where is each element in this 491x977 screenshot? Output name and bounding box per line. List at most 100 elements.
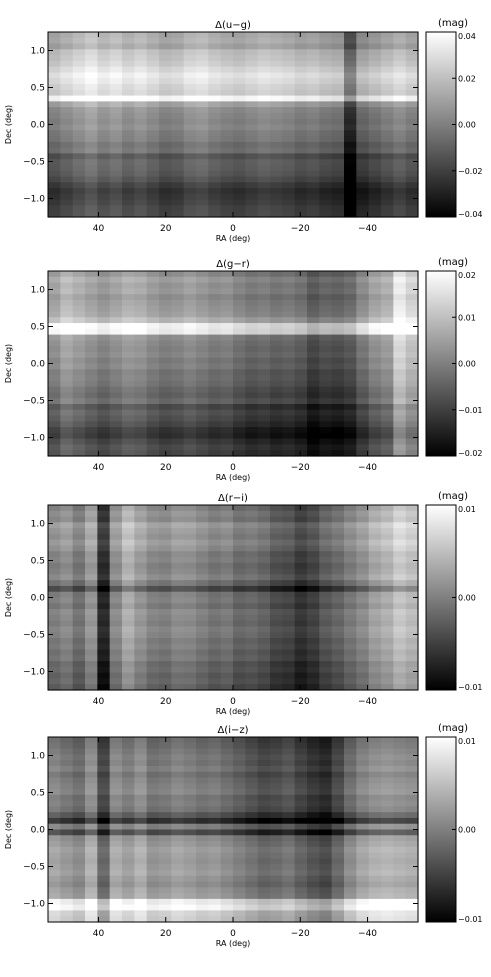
- heatmap-cell: [393, 363, 407, 370]
- heatmap-cell: [381, 533, 394, 541]
- heatmap-cell: [183, 893, 197, 900]
- heatmap-cell: [294, 841, 308, 848]
- heatmap-cell: [245, 568, 259, 575]
- heatmap-cell: [97, 164, 111, 172]
- heatmap-cell: [368, 84, 382, 91]
- heatmap-cell: [270, 557, 283, 564]
- heatmap-cell: [331, 637, 345, 645]
- heatmap-cell: [196, 881, 209, 888]
- heatmap-cell: [344, 655, 357, 662]
- heatmap-cell: [60, 340, 74, 347]
- heatmap-cell: [183, 282, 197, 289]
- heatmap-cell: [381, 84, 394, 91]
- heatmap-cell: [331, 107, 345, 114]
- heatmap-cell: [233, 60, 246, 68]
- heatmap-cell: [344, 351, 357, 359]
- heatmap-cell: [282, 505, 296, 512]
- heatmap-cell: [171, 193, 185, 201]
- heatmap-cell: [245, 95, 259, 102]
- heatmap-cell: [405, 450, 419, 457]
- heatmap-cell: [72, 432, 86, 440]
- heatmap-cell: [294, 89, 308, 97]
- heatmap-cell: [319, 95, 333, 102]
- heatmap-cell: [48, 643, 61, 651]
- heatmap-cell: [48, 323, 61, 330]
- heatmap-cell: [405, 898, 419, 906]
- heatmap-cell: [196, 562, 209, 570]
- heatmap-cell: [307, 369, 320, 376]
- heatmap-cell: [307, 852, 320, 860]
- heatmap-cell: [356, 864, 370, 871]
- y-tick-label: −0.5: [23, 631, 45, 641]
- heatmap-cell: [245, 603, 259, 610]
- heatmap-cell: [97, 881, 111, 888]
- heatmap-cell: [356, 794, 370, 802]
- heatmap-cell: [146, 363, 160, 370]
- heatmap-cell: [257, 199, 271, 207]
- heatmap-cell: [233, 386, 246, 394]
- heatmap-cell: [294, 334, 308, 341]
- heatmap-cell: [196, 130, 209, 137]
- heatmap-cell: [331, 351, 345, 359]
- heatmap-cell: [48, 188, 61, 195]
- heatmap-cell: [220, 609, 234, 616]
- heatmap-cell: [393, 317, 407, 324]
- heatmap-cell: [282, 55, 296, 62]
- heatmap-cell: [405, 539, 419, 547]
- heatmap-cell: [60, 528, 74, 535]
- heatmap-cell: [146, 188, 160, 195]
- colorbar: [425, 736, 457, 923]
- heatmap-cell: [159, 37, 172, 45]
- heatmap-cell: [307, 421, 320, 428]
- heatmap-cell: [134, 661, 148, 668]
- heatmap-cell: [183, 812, 197, 819]
- heatmap-cell: [122, 78, 135, 85]
- heatmap-cell: [270, 438, 283, 446]
- heatmap-cell: [208, 282, 222, 289]
- heatmap-cell: [72, 276, 86, 284]
- heatmap-cell: [85, 678, 98, 685]
- heatmap-cell: [134, 101, 148, 108]
- x-tick-label: 0: [230, 697, 236, 707]
- heatmap-cell: [146, 858, 160, 865]
- heatmap-cell: [245, 557, 259, 564]
- heatmap-cell: [307, 568, 320, 575]
- heatmap-cell: [257, 211, 271, 218]
- heatmap-cell: [85, 199, 98, 207]
- heatmap-cell: [282, 164, 296, 172]
- x-tick-label: −40: [358, 929, 377, 939]
- heatmap-cell: [109, 661, 123, 668]
- heatmap-cell: [245, 340, 259, 347]
- heatmap-cell: [97, 858, 111, 865]
- heatmap-cell: [405, 666, 419, 674]
- heatmap-cell: [270, 522, 283, 529]
- heatmap-cell: [331, 276, 345, 284]
- heatmap-cell: [97, 557, 111, 564]
- heatmap-cell: [356, 545, 370, 552]
- heatmap-cell: [393, 858, 407, 865]
- heatmap-cell: [282, 107, 296, 114]
- heatmap-cell: [356, 328, 370, 336]
- heatmap-cell: [122, 380, 135, 388]
- y-tick-label: 1.0: [31, 520, 46, 530]
- heatmap-cell: [319, 101, 333, 108]
- heatmap-cell: [183, 438, 197, 446]
- heatmap-cell: [233, 193, 246, 201]
- heatmap-cell: [122, 522, 135, 529]
- heatmap-cell: [356, 357, 370, 365]
- heatmap-cell: [257, 591, 271, 599]
- heatmap-cell: [60, 812, 74, 819]
- heatmap-cell: [257, 66, 271, 74]
- heatmap-cell: [319, 864, 333, 871]
- heatmap-cell: [109, 655, 123, 662]
- heatmap-cell: [208, 147, 222, 155]
- heatmap-cell: [233, 211, 246, 218]
- heatmap-cell: [245, 153, 259, 160]
- heatmap-cell: [60, 562, 74, 570]
- heatmap-cell: [233, 380, 246, 388]
- heatmap-cell: [381, 386, 394, 394]
- heatmap-cell: [319, 505, 333, 512]
- heatmap-cell: [393, 124, 407, 131]
- heatmap-cell: [257, 806, 271, 813]
- heatmap-cell: [134, 386, 148, 394]
